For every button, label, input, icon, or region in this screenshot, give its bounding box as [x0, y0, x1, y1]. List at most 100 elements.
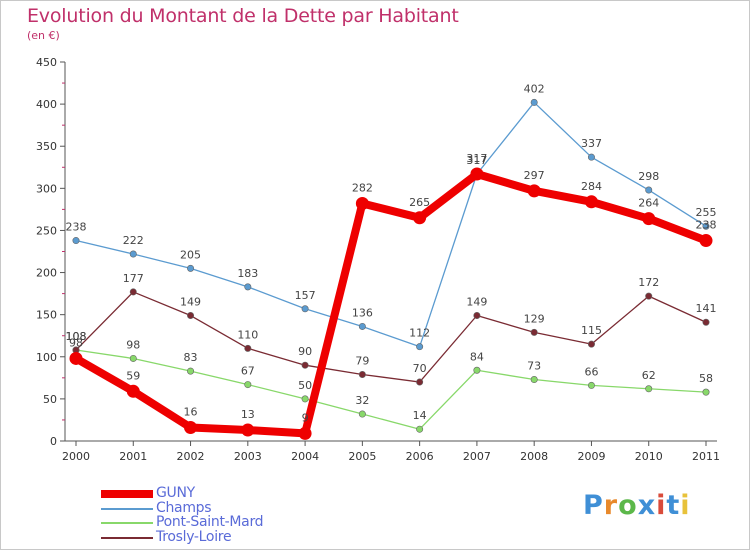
- legend-swatch: [101, 536, 153, 539]
- data-point: [416, 343, 424, 351]
- data-label: 317: [466, 154, 487, 167]
- data-label: 129: [524, 312, 545, 325]
- data-point: [301, 395, 309, 403]
- data-point: [699, 234, 713, 248]
- data-point: [184, 421, 198, 435]
- data-point: [358, 322, 366, 330]
- data-label: 58: [699, 372, 713, 385]
- data-point: [355, 196, 369, 210]
- data-label: 177: [123, 272, 144, 285]
- legend-label: Pont-Saint-Mard: [156, 514, 264, 530]
- data-point: [587, 340, 595, 348]
- data-label: 73: [527, 360, 541, 373]
- data-label: 66: [584, 365, 598, 378]
- data-point: [530, 328, 538, 336]
- data-point: [587, 153, 595, 161]
- data-point: [416, 425, 424, 433]
- legend-swatch: [101, 522, 153, 524]
- data-point: [413, 211, 427, 225]
- data-label: 157: [295, 289, 316, 302]
- data-label: 84: [470, 350, 484, 363]
- data-point: [527, 184, 541, 198]
- data-label: 90: [298, 345, 312, 358]
- data-label: 83: [184, 351, 198, 364]
- data-point: [645, 292, 653, 300]
- x-tick-label: 2002: [177, 450, 205, 463]
- data-point: [244, 283, 252, 291]
- data-point: [642, 212, 656, 226]
- data-label: 297: [524, 169, 545, 182]
- data-label: 337: [581, 137, 602, 150]
- data-label: 136: [352, 306, 373, 319]
- data-label: 9: [302, 411, 309, 424]
- data-label: 317: [466, 152, 487, 165]
- data-label: 67: [241, 365, 255, 378]
- y-tick-label: 300: [36, 182, 57, 195]
- data-label: 110: [237, 328, 258, 341]
- x-tick-label: 2006: [406, 450, 434, 463]
- data-label: 183: [237, 267, 258, 280]
- data-point: [129, 250, 137, 258]
- data-label: 264: [638, 197, 659, 210]
- data-point: [470, 167, 484, 181]
- chart-title: Evolution du Montant de la Dette par Hab…: [27, 5, 459, 27]
- data-label: 79: [355, 354, 369, 367]
- data-label: 98: [126, 338, 140, 351]
- data-label: 402: [524, 82, 545, 95]
- data-point: [530, 376, 538, 384]
- data-point: [244, 381, 252, 389]
- y-tick-label: 100: [36, 351, 57, 364]
- data-label: 141: [696, 302, 717, 315]
- legend-label: Trosly-Loire: [156, 528, 232, 545]
- data-point: [473, 366, 481, 374]
- data-label: 222: [123, 234, 144, 247]
- data-label: 32: [355, 394, 369, 407]
- legend-swatch: [101, 507, 153, 510]
- data-point: [187, 264, 195, 272]
- x-tick-label: 2007: [463, 450, 491, 463]
- x-tick-label: 2011: [692, 450, 720, 463]
- y-tick-label: 200: [36, 267, 57, 280]
- chart-subtitle: (en €): [27, 29, 60, 42]
- data-point: [301, 361, 309, 369]
- data-point: [187, 312, 195, 320]
- legend-label: GUNY: [156, 485, 195, 501]
- data-point: [358, 370, 366, 378]
- data-label: 205: [180, 248, 201, 261]
- y-tick-label: 50: [43, 393, 57, 406]
- data-point: [702, 222, 710, 230]
- data-label: 16: [184, 406, 198, 419]
- x-tick-label: 2001: [119, 450, 147, 463]
- legend-label: Champs: [156, 499, 212, 516]
- x-tick-label: 2000: [62, 450, 90, 463]
- data-point: [645, 385, 653, 393]
- y-tick-label: 400: [36, 98, 57, 111]
- data-point: [587, 381, 595, 389]
- data-label: 284: [581, 180, 602, 193]
- data-label: 282: [352, 181, 373, 194]
- data-point: [129, 288, 137, 296]
- series-line-guny: [72, 170, 710, 438]
- series-line-champs: [75, 101, 707, 348]
- data-point: [187, 367, 195, 375]
- y-tick-label: 0: [50, 435, 57, 448]
- data-point: [129, 354, 137, 362]
- data-point: [301, 305, 309, 313]
- data-label: 298: [638, 170, 659, 183]
- data-point: [584, 195, 598, 209]
- data-label: 108: [66, 330, 87, 343]
- data-label: 59: [126, 369, 140, 382]
- data-point: [473, 312, 481, 320]
- x-tick-label: 2004: [291, 450, 319, 463]
- legend-swatch: [101, 490, 153, 498]
- data-label: 255: [696, 206, 717, 219]
- data-point: [645, 186, 653, 194]
- data-label: 265: [409, 196, 430, 209]
- data-label: 238: [696, 219, 717, 232]
- data-label: 149: [466, 296, 487, 309]
- data-label: 115: [581, 324, 602, 337]
- data-label: 14: [413, 409, 427, 422]
- data-point: [69, 351, 83, 365]
